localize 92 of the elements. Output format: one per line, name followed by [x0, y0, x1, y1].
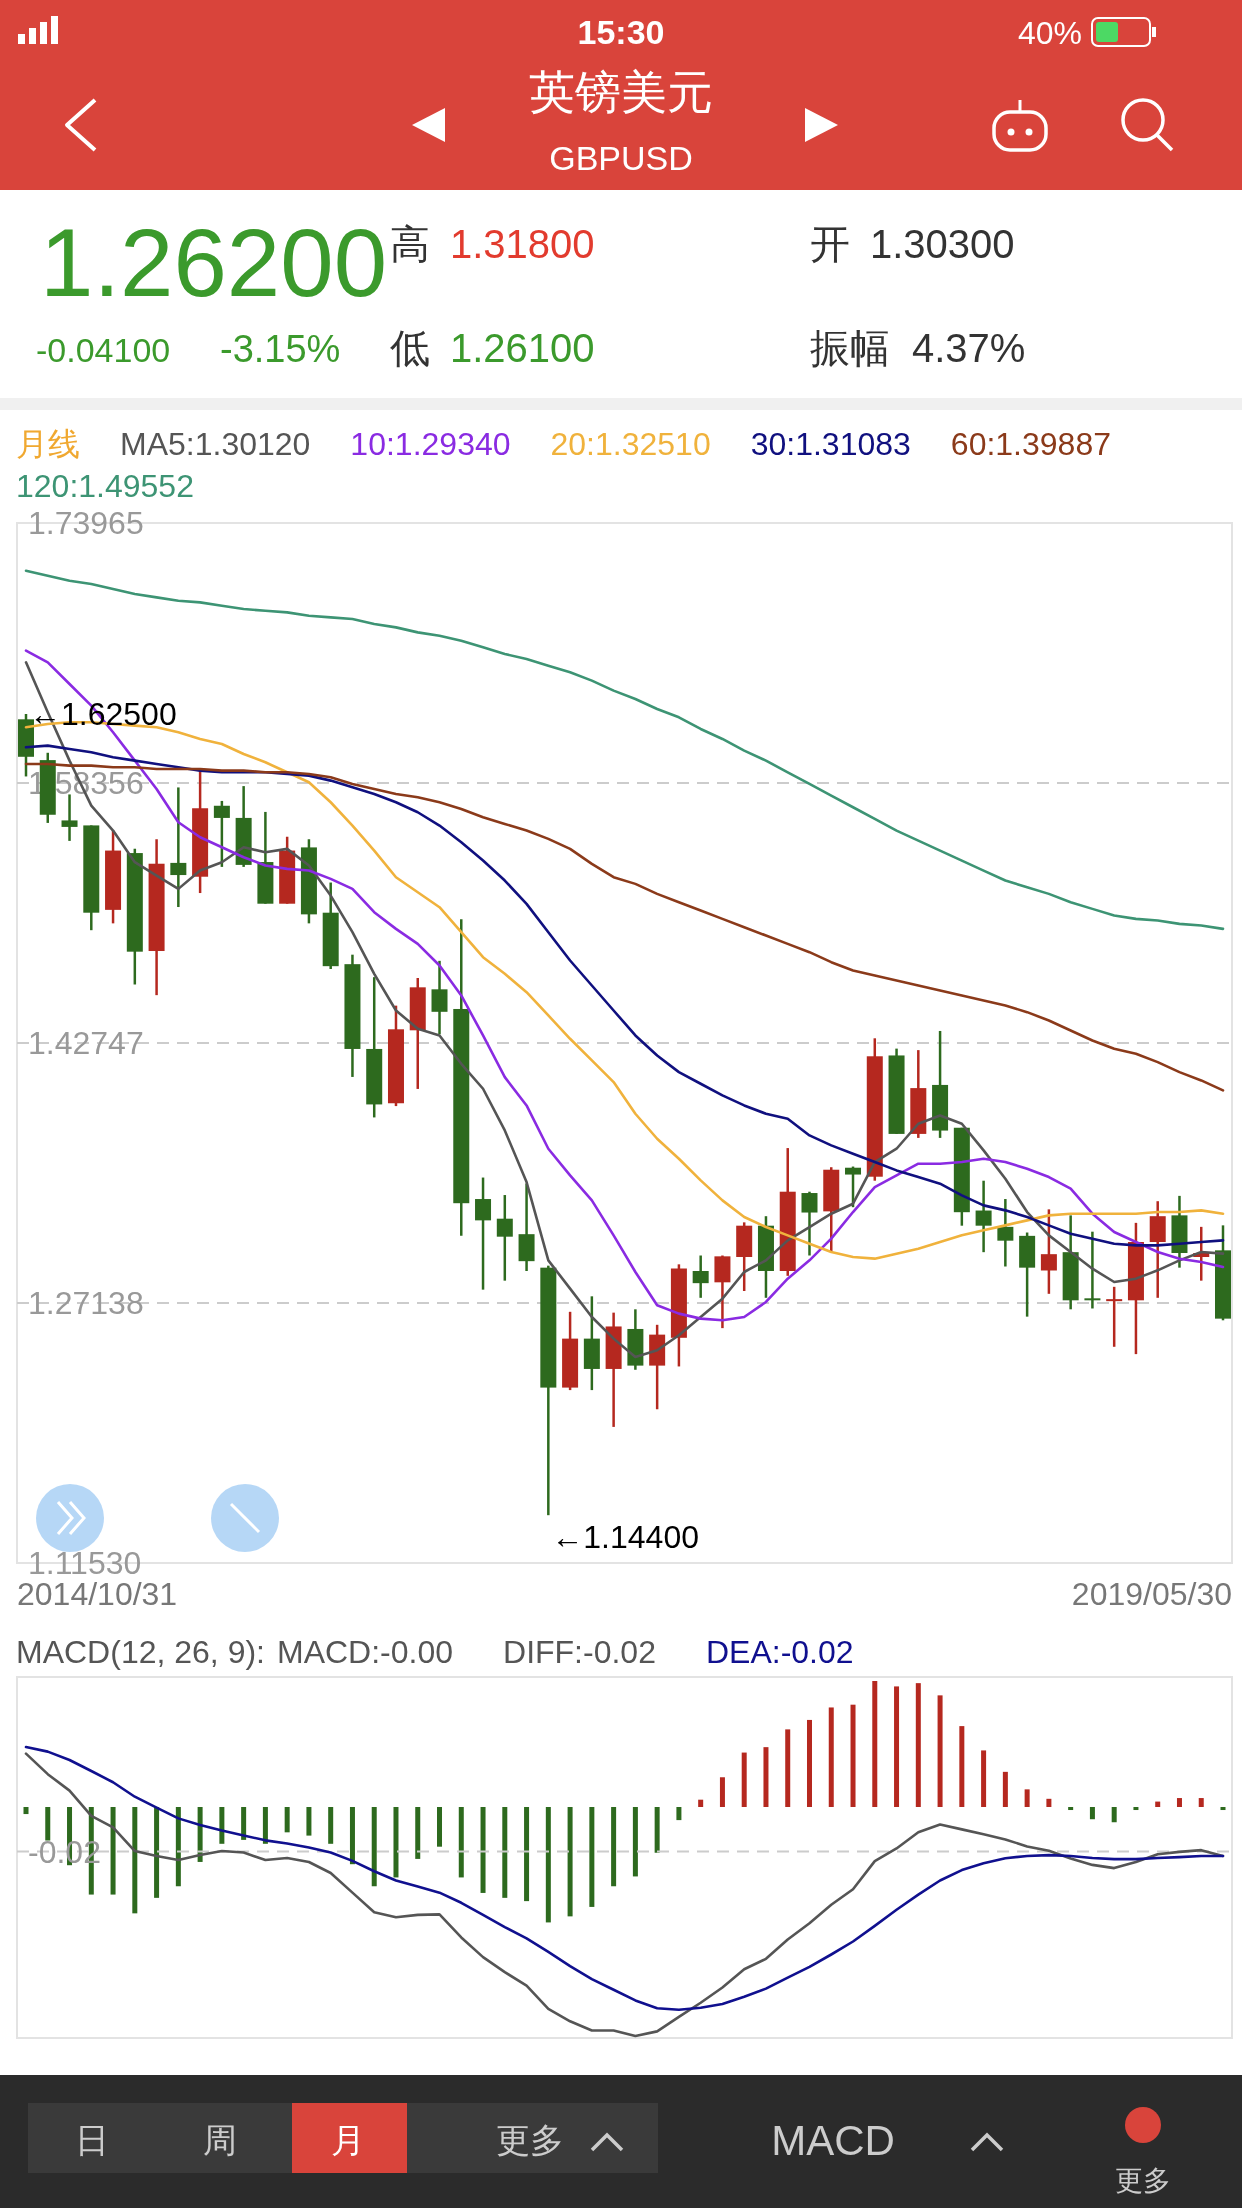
text: 1.26200 [40, 209, 388, 316]
bar [676, 1807, 682, 1821]
text: 日 [75, 2121, 109, 2159]
bar [850, 1704, 856, 1807]
text: 更多 [496, 2121, 564, 2159]
bar [1111, 1807, 1117, 1823]
y-tick-label: 1.42747 [28, 1025, 144, 1062]
text: 40% [1017, 15, 1082, 51]
bar [698, 1799, 704, 1807]
bar [872, 1681, 878, 1807]
bar [502, 1807, 508, 1898]
text: 低 [390, 326, 430, 370]
bar [915, 1683, 921, 1807]
text: 周 [203, 2121, 237, 2159]
bar [241, 1807, 247, 1840]
bar [110, 1807, 116, 1895]
text: 10:1.29340 [350, 426, 511, 462]
text: -0.04100 [36, 331, 171, 369]
text: MACD [771, 2117, 895, 2164]
bar [1198, 1798, 1204, 1807]
y-tick-label: 1.73965 [28, 505, 144, 541]
text: MACD:-0.00 [276, 1634, 454, 1670]
bar [524, 1807, 530, 1902]
bar [611, 1807, 617, 1887]
bar [545, 1807, 551, 1923]
text: 30:1.31083 [750, 426, 911, 462]
bar [132, 1807, 138, 1914]
bar [371, 1807, 377, 1887]
text: 4.37% [912, 326, 1026, 370]
bar [45, 1807, 51, 1841]
text: 月 [331, 2121, 365, 2159]
bar [349, 1807, 355, 1865]
bar [1068, 1807, 1074, 1811]
bar [1133, 1807, 1139, 1811]
annotation: ←1.14400 [551, 1519, 699, 1556]
bar [1155, 1801, 1161, 1807]
bar [589, 1807, 595, 1907]
bar [719, 1777, 725, 1807]
line-series [24, 762, 1225, 1092]
text: 开 [810, 222, 850, 266]
bar [1089, 1807, 1095, 1820]
chart-title: MACD(12, 26, 9): [16, 1634, 265, 1670]
y-tick-label: 1.27138 [28, 1285, 144, 1322]
bar [219, 1807, 225, 1844]
bar [828, 1707, 834, 1807]
bar [1176, 1798, 1182, 1807]
text: DIFF:-0.02 [503, 1634, 656, 1670]
bar [306, 1807, 312, 1836]
text: 120:1.49552 [16, 468, 194, 504]
bar [415, 1807, 421, 1859]
text: GBPUSD [549, 139, 693, 177]
text: 1.30300 [870, 222, 1015, 266]
bar [894, 1686, 900, 1807]
bar [458, 1807, 464, 1878]
bar [480, 1807, 486, 1893]
bar [785, 1729, 791, 1807]
bar [1046, 1798, 1052, 1807]
text: 高 [390, 222, 430, 266]
bar [1002, 1771, 1008, 1807]
text: 20:1.32510 [550, 426, 711, 462]
text: 更多 [1115, 2165, 1171, 2196]
bar [654, 1807, 660, 1853]
bar [154, 1807, 160, 1898]
bar [328, 1807, 334, 1844]
bar [959, 1726, 965, 1807]
bar [1220, 1807, 1226, 1811]
bar [567, 1807, 573, 1917]
bar [262, 1807, 268, 1844]
bar [284, 1807, 290, 1833]
text: 1.26100 [450, 326, 595, 370]
text: 60:1.39887 [950, 426, 1111, 462]
bar [437, 1807, 443, 1847]
text: 英镑美元 [529, 66, 713, 118]
bar [1024, 1789, 1030, 1807]
bar [763, 1747, 769, 1807]
text: DEA:-0.02 [705, 1634, 854, 1670]
text: 2019/05/30 [1071, 1576, 1232, 1612]
bar [23, 1807, 29, 1815]
text: 15:30 [577, 13, 665, 51]
text: 1.31800 [450, 222, 595, 266]
bar [806, 1719, 812, 1807]
line-series [24, 569, 1225, 931]
bar [393, 1807, 399, 1878]
bar [632, 1807, 638, 1877]
bar [741, 1752, 747, 1807]
legend-title: 月线 [16, 426, 80, 462]
bar [175, 1807, 181, 1887]
bar [981, 1750, 987, 1807]
text: -3.15% [220, 328, 341, 370]
text: 振幅 [810, 326, 890, 370]
bar [937, 1695, 943, 1807]
text: MA5:1.30120 [120, 426, 311, 462]
